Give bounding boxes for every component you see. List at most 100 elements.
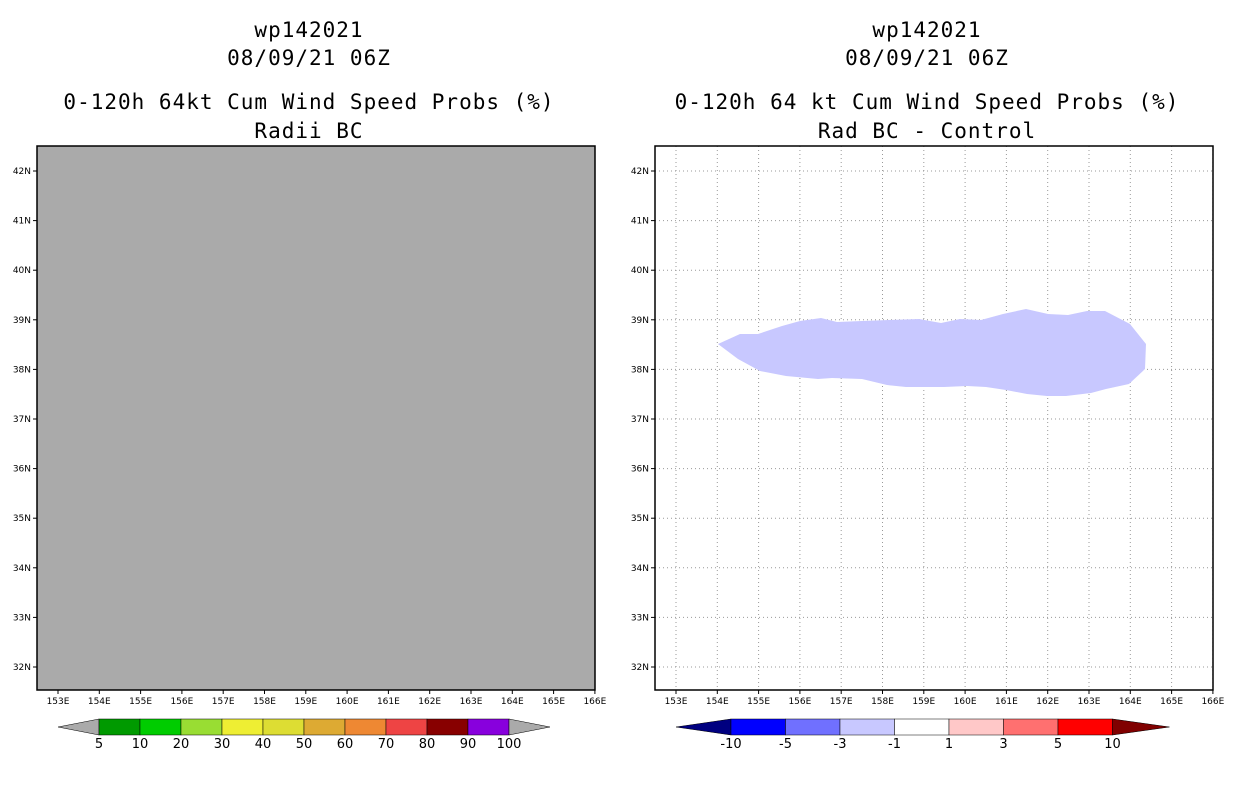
- left-lon-label: 162E: [418, 697, 441, 707]
- right-lon-label: 162E: [1036, 697, 1059, 707]
- left-lat-label: 40N: [13, 266, 31, 276]
- left-colorbar-high-arrow: [508, 718, 551, 736]
- right-subtitle: Rad BC - Control: [817, 119, 1037, 143]
- right-colorbar-label: 1: [945, 737, 953, 752]
- left-lat-label: 36N: [13, 465, 31, 475]
- left-lat-label: 32N: [13, 663, 31, 673]
- left-panel: wp142021 08/09/21 06Z 0-120h 64kt Cum Wi…: [13, 18, 607, 752]
- right-map-background: [655, 146, 1213, 690]
- left-colorbar-label: 80: [419, 737, 436, 752]
- left-lat-label: 34N: [13, 564, 31, 574]
- right-lon-label: 157E: [830, 697, 853, 707]
- right-panel: wp142021 08/09/21 06Z 0-120h 64 kt Cum W…: [618, 0, 1236, 800]
- right-colorbar-segment: [785, 718, 841, 736]
- right-colorbar-segment: [839, 718, 895, 736]
- left-colorbar-label: 5: [95, 737, 103, 752]
- right-lat-label: 41N: [631, 217, 649, 227]
- right-colorbar-segment: [894, 718, 950, 736]
- left-colorbar: 5 10 20 30 40 50 60 70 80 90 100: [57, 718, 551, 752]
- left-colorbar-label: 70: [378, 737, 395, 752]
- left-colorbar-segment: [139, 718, 182, 736]
- right-map: 42N 41N 40N 39N 38N 37N 36N 35N 34N 33N 32N 153E 154…: [631, 145, 1225, 752]
- right-date-time: 08/09/21 06Z: [845, 46, 1009, 70]
- right-lat-label: 40N: [631, 266, 649, 276]
- left-lon-label: 163E: [460, 697, 483, 707]
- left-colorbar-segment: [98, 718, 141, 736]
- right-lat-label: 34N: [631, 564, 649, 574]
- right-storm-id: wp142021: [872, 18, 982, 42]
- left-lon-label: 154E: [88, 697, 111, 707]
- right-colorbar-low-arrow: [675, 718, 732, 736]
- right-lon-label: 160E: [954, 697, 977, 707]
- left-lon-label: 155E: [129, 697, 152, 707]
- right-lon-label: 165E: [1160, 697, 1183, 707]
- left-colorbar-label: 100: [497, 737, 522, 752]
- left-lon-label: 153E: [47, 697, 70, 707]
- right-colorbar-label: -3: [834, 737, 847, 752]
- right-colorbar-segment: [1003, 718, 1059, 736]
- right-colorbar: -10 -5 -3 -1 1 3 5 10: [675, 718, 1170, 752]
- right-lat-label: 39N: [631, 316, 649, 326]
- left-lon-label: 161E: [377, 697, 400, 707]
- left-colorbar-segment: [262, 718, 305, 736]
- left-lon-label: 160E: [336, 697, 359, 707]
- left-colorbar-label: 60: [337, 737, 354, 752]
- left-lat-label: 39N: [13, 316, 31, 326]
- left-colorbar-low-arrow: [57, 718, 100, 736]
- left-lon-label: 157E: [212, 697, 235, 707]
- left-colorbar-segment: [180, 718, 223, 736]
- right-lat-label: 37N: [631, 415, 649, 425]
- left-lat-label: 37N: [13, 415, 31, 425]
- right-lon-label: 161E: [995, 697, 1018, 707]
- right-lat-label: 35N: [631, 514, 649, 524]
- right-colorbar-label: 10: [1104, 737, 1121, 752]
- right-lon-label: 166E: [1201, 697, 1224, 707]
- right-lon-label: 164E: [1119, 697, 1142, 707]
- right-lon-label: 159E: [912, 697, 935, 707]
- right-lon-label: 153E: [665, 697, 688, 707]
- left-subtitle: Radii BC: [254, 119, 364, 143]
- right-lon-label: 154E: [706, 697, 729, 707]
- right-lat-label: 33N: [631, 613, 649, 623]
- left-map: 42N 41N 40N 39N 38N 37N 36N 35N 34N 33N 32N 153E 154…: [13, 145, 607, 752]
- left-storm-id: wp142021: [254, 18, 364, 42]
- left-colorbar-segment: [303, 718, 346, 736]
- right-lon-label: 155E: [747, 697, 770, 707]
- left-product-title: 0-120h 64kt Cum Wind Speed Probs (%): [63, 90, 555, 114]
- right-colorbar-label: -1: [888, 737, 901, 752]
- left-lon-label: 156E: [170, 697, 193, 707]
- right-colorbar-label: 3: [999, 737, 1007, 752]
- right-lon-label: 158E: [871, 697, 894, 707]
- left-colorbar-segment: [344, 718, 387, 736]
- right-colorbar-segment: [730, 718, 786, 736]
- left-lat-label: 41N: [13, 217, 31, 227]
- left-colorbar-label: 30: [214, 737, 231, 752]
- left-colorbar-segment: [426, 718, 469, 736]
- right-lat-label: 38N: [631, 365, 649, 375]
- left-colorbar-segment: [467, 718, 510, 736]
- right-gridlines: [655, 146, 1214, 690]
- right-colorbar-label: 5: [1054, 737, 1062, 752]
- right-map-frame: [654, 145, 1214, 691]
- right-product-title: 0-120h 64 kt Cum Wind Speed Probs (%): [674, 90, 1180, 114]
- left-colorbar-label: 10: [132, 737, 149, 752]
- probability-difference-region: [718, 309, 1146, 396]
- left-colorbar-label: 90: [460, 737, 477, 752]
- left-colorbar-segment: [221, 718, 264, 736]
- left-colorbar-label: 20: [173, 737, 190, 752]
- left-map-frame: [36, 145, 596, 691]
- right-colorbar-segment: [948, 718, 1004, 736]
- left-lat-label: 35N: [13, 514, 31, 524]
- left-lat-label: 42N: [13, 167, 31, 177]
- left-lat-label: 38N: [13, 365, 31, 375]
- left-lon-label: 166E: [583, 697, 606, 707]
- left-lat-label: 33N: [13, 613, 31, 623]
- left-lon-label: 165E: [542, 697, 565, 707]
- left-lon-label: 159E: [294, 697, 317, 707]
- right-colorbar-segment: [1057, 718, 1113, 736]
- left-colorbar-label: 40: [255, 737, 272, 752]
- right-colorbar-label: -5: [779, 737, 792, 752]
- left-lon-label: 158E: [253, 697, 276, 707]
- right-colorbar-high-arrow: [1112, 718, 1170, 736]
- right-lat-label: 42N: [631, 167, 649, 177]
